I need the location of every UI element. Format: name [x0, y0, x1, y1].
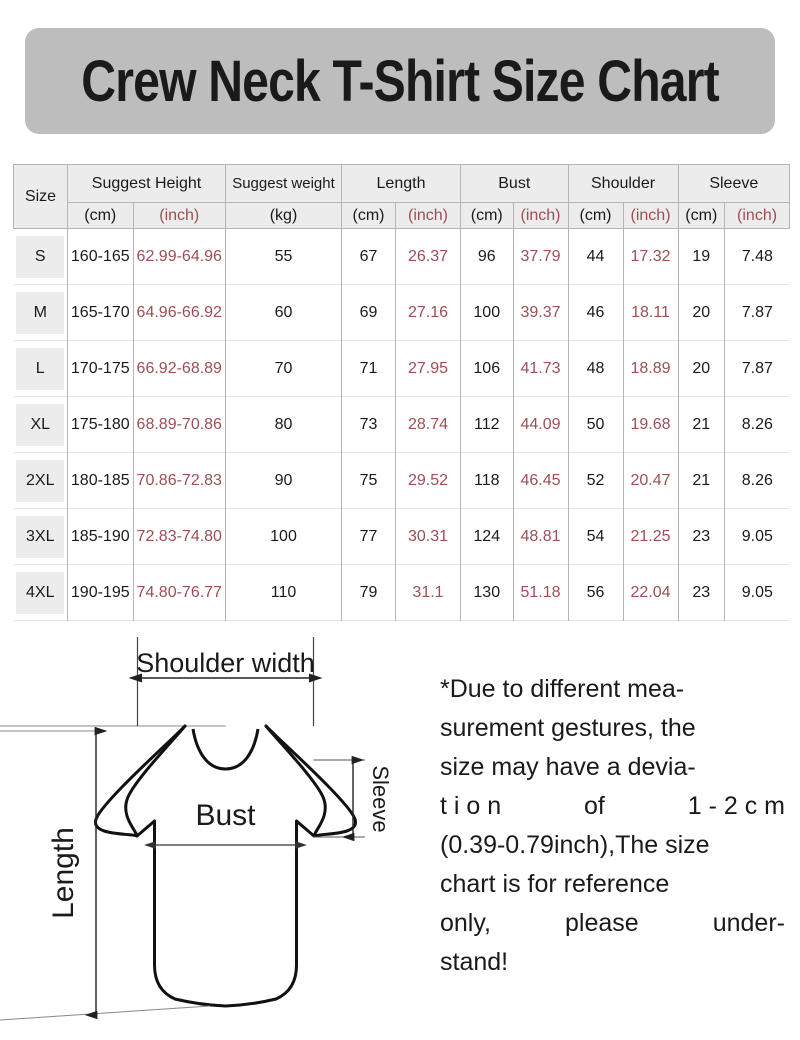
svg-text:Shoulder width: Shoulder width	[136, 648, 315, 678]
svg-text:Bust: Bust	[195, 799, 256, 832]
svg-text:Sleeve: Sleeve	[368, 765, 393, 832]
svg-text:Length: Length	[47, 827, 80, 919]
